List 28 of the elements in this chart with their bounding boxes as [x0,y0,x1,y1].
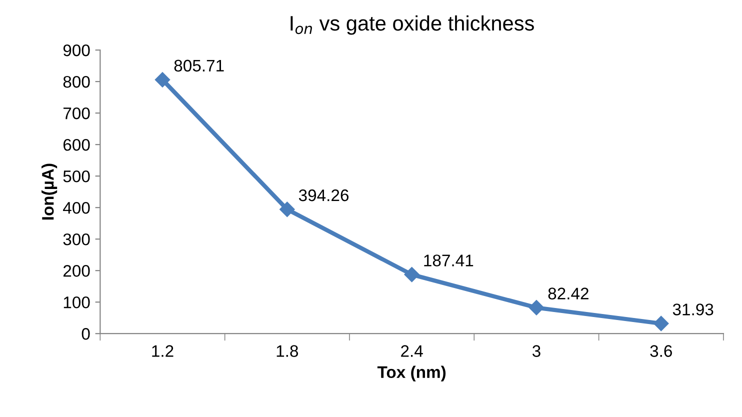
x-tick-label: 2.4 [401,345,423,357]
y-axis-title: Ion(µA) [42,164,58,220]
data-label: 82.42 [548,288,588,300]
x-tick-label: 3.6 [650,345,672,357]
data-label: 805.71 [174,60,224,72]
point [654,316,669,332]
y-tick-label: 0 [82,328,90,340]
data-label: 394.26 [298,189,349,202]
x-tick-label: 1.2 [152,345,174,357]
y-tick-label: 500 [63,170,90,182]
y-tick-label: 800 [63,76,90,88]
y-tick-label: 700 [63,107,90,120]
point [528,300,544,316]
y-tick-label: 400 [63,202,90,214]
y-tick-label: 100 [64,296,90,308]
chart-title: I$_{on}$ vs gate oxide thickness [290,15,534,35]
data-label: 187.41 [424,254,474,266]
y-tick-label: 900 [63,44,90,56]
y-tick-label: 300 [63,233,90,246]
point [154,72,170,88]
y-tick-label: 600 [63,138,90,151]
data-label: 31.93 [672,304,714,316]
x-axis-title: Tox (nm) [377,366,446,382]
y-tick-label: 200 [63,264,90,277]
x-tick-label: 1.8 [276,345,298,357]
x-tick-label: 3 [532,345,540,357]
point [280,202,295,217]
point [404,266,420,282]
